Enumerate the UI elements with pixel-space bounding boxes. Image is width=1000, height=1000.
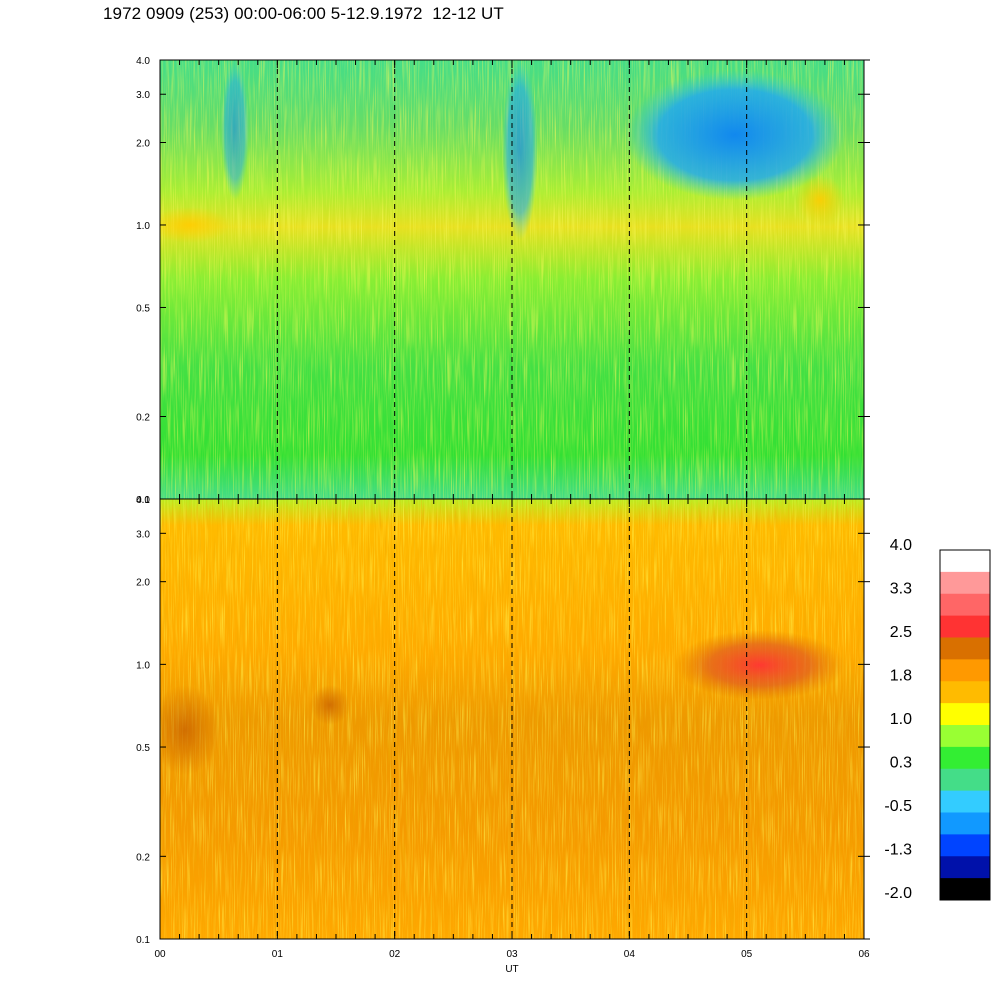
colorbar-label: -1.3: [884, 842, 912, 859]
upper-ytick-label: 1.0: [136, 221, 150, 232]
lower-spectrogram-panel: [160, 499, 864, 939]
xtick-label-04: 04: [624, 949, 636, 960]
colorbar-swatch: [940, 834, 990, 857]
colorbar: 4.0 3.3 2.5 1.8 1.0 0.3 -0.5 -1.3 -2.0: [884, 537, 991, 902]
upper-ytick-label: 0.5: [136, 303, 150, 314]
upper-ytick-label: 0.2: [136, 413, 150, 424]
colorbar-swatch: [940, 550, 990, 573]
lower-ytick-label: 2.0: [136, 578, 150, 589]
upper-spectrogram-panel: [160, 60, 864, 499]
lower-brown-left: [160, 685, 220, 775]
upper-ytick-label: 3.0: [136, 90, 150, 101]
lower-ytick-label: 0.1: [136, 935, 150, 946]
upper-orange-band-left: [160, 207, 230, 243]
upper-ytick-label: 2.0: [136, 138, 150, 149]
colorbar-swatch: [940, 878, 990, 901]
colorbar-swatch: [940, 615, 990, 638]
xtick-label-01: 01: [272, 949, 284, 960]
upper-ytick-label: 0.1: [136, 495, 150, 506]
colorbar-frame: [939, 549, 991, 901]
xtick-label-00: 00: [154, 949, 166, 960]
upper-orange-spot-right: [795, 175, 845, 225]
colorbar-swatch: [940, 659, 990, 682]
colorbar-swatch: [940, 593, 990, 617]
colorbar-swatch: [940, 790, 990, 813]
colorbar-swatch: [940, 637, 990, 660]
lower-brown-spot: [310, 685, 350, 725]
upper-blue-region: [625, 70, 845, 200]
colorbar-swatch: [940, 746, 990, 770]
colorbar-label: 1.0: [890, 711, 912, 728]
colorbar-swatch: [940, 681, 990, 704]
colorbar-label: 1.8: [890, 668, 912, 685]
upper-blue-streak-00: [221, 60, 249, 200]
x-axis-label: UT: [505, 964, 518, 975]
colorbar-swatch: [940, 768, 990, 792]
xtick-label-05: 05: [741, 949, 753, 960]
lower-ytick-label: 1.0: [136, 660, 150, 671]
colorbar-label: -2.0: [884, 885, 912, 902]
colorbar-label: 4.0: [890, 537, 912, 554]
lower-red-region: [675, 630, 845, 700]
lower-ytick-label: 0.2: [136, 852, 150, 863]
upper-blue-streak-03: [502, 60, 538, 240]
upper-ytick-label: 4.0: [136, 56, 150, 67]
axes-layer: 0.10.20.51.02.03.04.00.10.20.51.02.03.04…: [136, 56, 870, 975]
colorbar-label: 2.5: [890, 624, 912, 641]
colorbar-label: 0.3: [890, 755, 912, 772]
colorbar-swatch: [940, 571, 990, 595]
lower-ytick-label: 0.5: [136, 743, 150, 754]
colorbar-swatch: [940, 703, 990, 726]
lower-ytick-label: 4.0: [136, 495, 150, 506]
colorbar-label: -0.5: [884, 798, 912, 815]
colorbar-swatch: [940, 812, 990, 835]
colorbar-swatch: [940, 856, 990, 879]
xtick-label-02: 02: [389, 949, 401, 960]
xtick-label-03: 03: [506, 949, 518, 960]
lower-ytick-label: 3.0: [136, 529, 150, 540]
xtick-label-06: 06: [858, 949, 870, 960]
colorbar-swatch: [940, 725, 990, 748]
colorbar-label: 3.3: [890, 581, 912, 598]
page-title: 1972 0909 (253) 00:00-06:00 5-12.9.1972 …: [103, 4, 504, 23]
